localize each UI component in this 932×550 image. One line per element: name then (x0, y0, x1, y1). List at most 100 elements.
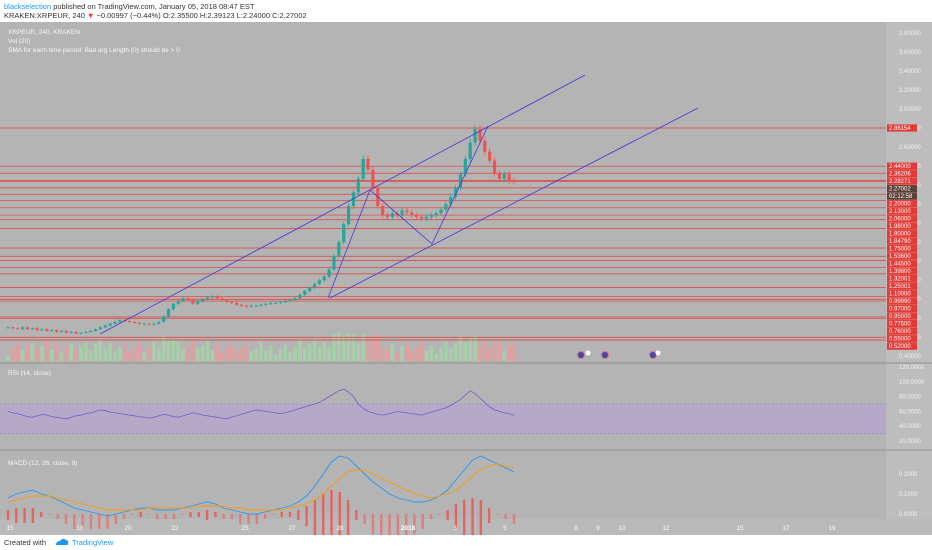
candle-body (259, 304, 263, 306)
macd-histogram-bar (255, 514, 259, 524)
volume-bar (278, 349, 283, 361)
macd-label: MACD (12, 26, close, 9) (8, 460, 77, 467)
price-level-tag (887, 215, 917, 223)
price-level-label: 0.99990 (889, 299, 911, 305)
candle-body (171, 303, 176, 310)
candle-body (84, 331, 88, 333)
candle-body (434, 213, 438, 216)
event-marker[interactable] (655, 350, 661, 356)
volume-bar (186, 346, 190, 361)
price-level-label: 1.39800 (889, 269, 911, 275)
price-level-label: 2.06000 (889, 217, 911, 223)
change-text: −0.00997 (−0.44%) (96, 11, 161, 20)
channel-lower-line[interactable] (329, 107, 699, 299)
price-level-tag (887, 192, 917, 200)
candle-body (142, 323, 146, 325)
candle-body (11, 327, 15, 329)
event-marker[interactable] (577, 351, 585, 359)
event-marker[interactable] (601, 351, 609, 359)
candle-body (502, 174, 506, 179)
candle-body (25, 327, 30, 330)
volume-bar (108, 343, 112, 361)
candle-body (93, 329, 98, 331)
candle-body (191, 300, 195, 304)
volume-bar (483, 341, 487, 361)
macd-histogram-bar (239, 514, 242, 524)
volume-bar (492, 342, 497, 361)
price-level-tag (887, 170, 917, 178)
publish-line: blackselection published on TradingView.… (4, 2, 254, 11)
pattern-zigzag[interactable] (327, 125, 489, 299)
candle-body (108, 323, 112, 326)
volume-bar (49, 349, 54, 361)
macd-histogram-bar (396, 514, 400, 535)
candle-body (312, 283, 317, 288)
time-tick-label: 25 (241, 525, 249, 532)
volume-bar (118, 346, 122, 361)
candle-body (381, 206, 385, 216)
candle-body (356, 178, 360, 193)
volume-bar (444, 341, 448, 361)
volume-bar (419, 342, 424, 361)
candle-body (20, 327, 25, 330)
event-marker[interactable] (649, 351, 657, 359)
candle-body (264, 303, 268, 305)
candle-body (346, 206, 351, 225)
pane-legend: XRPEUR, 240, KRAKEN Vol (20) SMA for eac… (8, 29, 180, 467)
candle-body (454, 187, 458, 197)
time-tick-label: 15 (736, 525, 744, 532)
time-tick-label: 15 (6, 525, 14, 532)
macd-histogram-bar (504, 514, 507, 519)
volume-bar (405, 343, 409, 361)
price-level-tag (887, 305, 917, 313)
event-marker[interactable] (585, 350, 591, 356)
candle-body (147, 323, 151, 325)
price-tick-label: 2.60000 (899, 145, 921, 151)
published-text: published on TradingView.com, January 05… (53, 2, 255, 11)
candle-body (283, 301, 287, 303)
price-level-label: 0.76000 (889, 329, 911, 335)
candle-body (269, 302, 273, 304)
volume-bar (40, 346, 44, 361)
author-link[interactable]: blackselection (4, 2, 52, 11)
volume-bar (259, 342, 263, 361)
price-level-tag (887, 177, 917, 185)
volume-bar (390, 343, 395, 361)
price-level-label: 02:12:58 (889, 194, 913, 200)
price-level-tag (887, 267, 917, 275)
price-level-label: 2.44000 (889, 164, 911, 170)
time-tick-label: 19 (828, 525, 836, 532)
time-tick-label: 2018 (401, 525, 416, 532)
volume-bar (122, 344, 127, 361)
macd-histogram-bar (421, 514, 424, 529)
candle-body (361, 158, 365, 179)
rsi-pane: 120.0000 100.0000 80.0000 60.0000 40.0000 20.… (0, 365, 925, 445)
macd-histogram-bar (463, 500, 466, 535)
candle-body (35, 328, 39, 331)
chart-background (0, 22, 932, 535)
candle-body (254, 305, 258, 307)
macd-histogram-bar (272, 514, 275, 515)
macd-histogram-bar (247, 514, 250, 524)
rsi-tick-label: 80.0000 (899, 395, 921, 401)
macd-histogram-bar (189, 512, 192, 517)
tradingview-link[interactable]: TradingView (72, 538, 114, 547)
price-chart[interactable]: 3.800003.600003.400003.200003.000002.800… (0, 22, 932, 535)
candle-body (132, 321, 137, 323)
volume-bar (84, 342, 88, 361)
time-tick-label: 9 (596, 525, 600, 532)
time-tick-label: 17 (782, 525, 790, 532)
volume-bar (30, 342, 35, 361)
macd-histogram-bar (512, 514, 516, 524)
candle-body (337, 242, 341, 256)
volume-bar (181, 349, 185, 361)
candle-body (74, 331, 78, 334)
macd-histogram-bar (98, 514, 101, 529)
macd-histogram-bar (89, 514, 93, 529)
macd-histogram-bar (338, 492, 342, 535)
channel-upper-line[interactable] (99, 74, 586, 335)
price-level-tag (887, 237, 917, 245)
volume-bar (137, 343, 142, 361)
volume-bar (356, 342, 361, 361)
candle-body (176, 301, 180, 304)
